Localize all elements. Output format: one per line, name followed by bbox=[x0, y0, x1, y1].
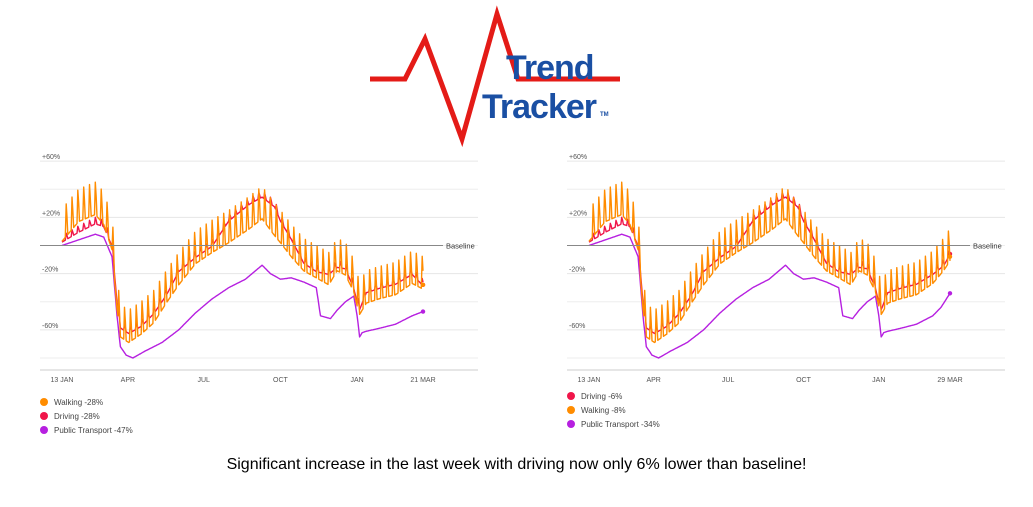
trend-tracker-logo: Trend Tracker TM bbox=[369, 4, 621, 149]
legend-label: Driving -28% bbox=[54, 411, 100, 421]
legend-item: Walking -28% bbox=[40, 395, 133, 409]
y-tick-label: -60% bbox=[42, 323, 58, 330]
chart-plot-right: +60% +20% -20% -60% Baseline 13 JAN APR JUL OCT J… bbox=[567, 154, 1005, 384]
series-line-walking bbox=[588, 181, 951, 344]
legend-dot bbox=[40, 426, 48, 434]
series-end-point bbox=[947, 254, 953, 259]
x-tick-label: 29 MAR bbox=[937, 377, 962, 384]
x-tick-label: 21 MAR bbox=[410, 377, 435, 384]
legend-dot bbox=[40, 412, 48, 420]
y-tick-label: +20% bbox=[569, 210, 587, 217]
series-line-public-transport bbox=[61, 233, 424, 359]
x-tick-label: JAN bbox=[872, 377, 885, 384]
x-tick-label: OCT bbox=[796, 377, 812, 384]
x-tick-label: JAN bbox=[351, 377, 364, 384]
legend-dot bbox=[567, 392, 575, 400]
x-tick-label: 13 JAN bbox=[51, 377, 74, 384]
legend-right: Driving -6% Walking -8% Public Transport… bbox=[567, 389, 660, 431]
x-tick-label: APR bbox=[646, 377, 660, 384]
legend-label: Walking -28% bbox=[54, 397, 104, 407]
logo-pulse-icon bbox=[369, 5, 621, 148]
baseline-label: Baseline bbox=[973, 241, 1002, 250]
x-tick-label: JUL bbox=[722, 377, 735, 384]
x-tick-label: 13 JAN bbox=[578, 377, 601, 384]
legend-item: Public Transport -34% bbox=[567, 417, 660, 431]
legend-label: Public Transport -34% bbox=[581, 419, 660, 429]
logo-line2: Tracker bbox=[482, 88, 597, 126]
legend-left: Walking -28% Driving -28% Public Transpo… bbox=[40, 395, 133, 437]
baseline-label: Baseline bbox=[446, 241, 475, 250]
legend-item: Public Transport -47% bbox=[40, 423, 133, 437]
mobility-chart-left: +60% +20% -20% -60% Baseline 13 JAN APR JUL OCT J… bbox=[20, 130, 490, 435]
legend-item: Driving -6% bbox=[567, 389, 660, 403]
legend-label: Public Transport -47% bbox=[54, 425, 133, 435]
series-end-point bbox=[420, 309, 426, 314]
series-end-point bbox=[420, 282, 426, 288]
y-tick-label: -20% bbox=[569, 267, 585, 274]
y-tick-label: +60% bbox=[42, 154, 60, 161]
y-tick-label: -20% bbox=[42, 267, 58, 274]
x-tick-label: APR bbox=[121, 377, 135, 384]
caption: Significant increase in the last week wi… bbox=[226, 456, 807, 473]
legend-dot bbox=[40, 398, 48, 406]
x-tick-label: OCT bbox=[273, 377, 289, 384]
legend-item: Driving -28% bbox=[40, 409, 133, 423]
y-tick-label: -60% bbox=[569, 323, 585, 330]
series-line-walking bbox=[61, 181, 424, 344]
y-tick-label: +60% bbox=[569, 154, 587, 161]
logo-trademark: TM bbox=[600, 112, 609, 118]
legend-label: Driving -6% bbox=[581, 391, 623, 401]
legend-label: Walking -8% bbox=[581, 405, 626, 415]
series-line-public-transport bbox=[588, 233, 951, 359]
x-tick-label: JUL bbox=[198, 377, 211, 384]
legend-dot bbox=[567, 420, 575, 428]
mobility-chart-right: +60% +20% -20% -60% Baseline 13 JAN APR JUL OCT J… bbox=[547, 130, 1017, 430]
legend-dot bbox=[567, 406, 575, 414]
chart-plot-left: +60% +20% -20% -60% Baseline 13 JAN APR JUL OCT J… bbox=[40, 154, 478, 384]
legend-item: Walking -8% bbox=[567, 403, 660, 417]
series-end-point bbox=[947, 291, 953, 296]
logo-line1: Trend bbox=[506, 49, 595, 87]
y-tick-label: +20% bbox=[42, 210, 60, 217]
